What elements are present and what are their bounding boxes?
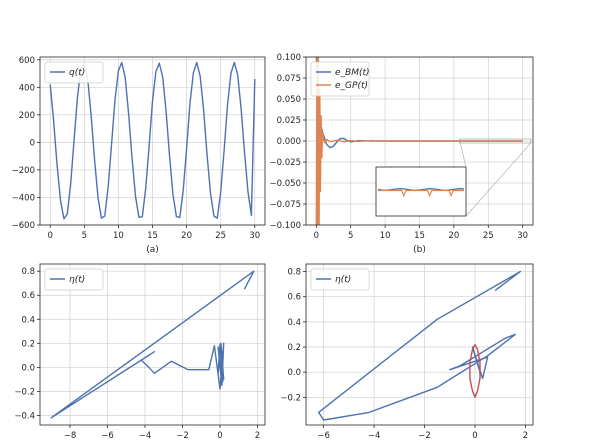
x-tick-label: 0 xyxy=(217,431,222,441)
y-tick-label: 0.050 xyxy=(277,95,301,105)
x-tick-label: 5 xyxy=(348,231,353,241)
x-tick-label: 5 xyxy=(82,231,87,241)
zoom-connector xyxy=(459,138,467,168)
y-tick-label: 400 xyxy=(19,83,35,93)
x-tick-label: −6 xyxy=(317,431,330,441)
x-tick-label: 30 xyxy=(249,231,260,241)
x-tick-label: 30 xyxy=(517,231,528,241)
plot-a: 0 5 10 15 20 25 30 600 400 200 0 −200 −400 −600 q(t) (a… xyxy=(12,56,266,255)
y-tick-label: −200 xyxy=(12,166,35,176)
legend-label: η(t) xyxy=(69,275,85,285)
x-tick-label: 20 xyxy=(448,231,459,241)
x-tick-label: 25 xyxy=(483,231,494,241)
inset-series-line-1 xyxy=(378,189,464,198)
legend-label: q(t) xyxy=(69,68,85,78)
x-tick-label: −2 xyxy=(418,431,431,441)
legend-box xyxy=(44,268,104,291)
y-tick-label: −0.2 xyxy=(14,387,35,397)
x-tick-label: −4 xyxy=(139,431,152,441)
x-tick-label: 2 xyxy=(255,431,260,441)
y-tick-label: 0.0 xyxy=(21,363,35,373)
legend-label: e_GP(t) xyxy=(335,81,368,91)
y-tick-label: −0.025 xyxy=(270,158,301,168)
zoom-region xyxy=(459,138,532,144)
y-tick-label: −600 xyxy=(12,221,35,231)
y-tick-label: 0.8 xyxy=(21,267,35,277)
y-tick-label: 0.025 xyxy=(277,116,301,126)
plot-b: 0 5 10 15 20 25 30 0.100 0.075 0.050 0.025 0.000 −0.… xyxy=(270,53,534,255)
x-tick-label: 10 xyxy=(380,231,391,241)
plot-d: −6 −4 −2 0 2 0.8 0.6 0.4 0.2 0.0 −0.2 η(t) xyxy=(280,263,534,441)
inset-series-line-0 xyxy=(377,188,465,191)
series-line-1 xyxy=(315,57,523,225)
zoom-connector xyxy=(465,142,532,217)
y-tick-label: 0.0 xyxy=(287,368,301,378)
x-tick-label: 0 xyxy=(48,231,53,241)
y-tick-label: 0.2 xyxy=(21,339,35,349)
subplot-caption: (a) xyxy=(146,245,159,255)
x-tick-label: 0 xyxy=(472,431,477,441)
x-tick-label: −4 xyxy=(368,431,381,441)
y-tick-label: 0.4 xyxy=(21,315,35,325)
legend-label: η(t) xyxy=(335,275,351,285)
x-tick-label: 10 xyxy=(113,231,124,241)
axes-frame xyxy=(305,56,534,226)
legend-box xyxy=(310,61,370,97)
y-tick-label: −400 xyxy=(12,193,35,203)
axes-frame xyxy=(39,263,266,426)
y-tick-label: 0.100 xyxy=(277,53,301,63)
x-tick-label: −8 xyxy=(64,431,77,441)
legend-box xyxy=(310,268,370,291)
y-tick-label: −0.4 xyxy=(14,411,35,421)
legend-label: e_BM(t) xyxy=(335,68,370,78)
y-tick-label: 0 xyxy=(30,138,35,148)
series-line-1 xyxy=(469,344,481,398)
x-tick-label: 2 xyxy=(523,431,528,441)
x-tick-label: 15 xyxy=(414,231,425,241)
x-tick-label: 0 xyxy=(314,231,319,241)
y-tick-label: 0.6 xyxy=(287,293,301,303)
y-tick-label: 0.2 xyxy=(287,343,301,353)
legend-box xyxy=(44,61,104,84)
series-line-0 xyxy=(50,270,255,419)
x-tick-label: 15 xyxy=(147,231,158,241)
y-tick-label: 0.000 xyxy=(277,137,301,147)
y-tick-label: 200 xyxy=(19,111,35,121)
axes-frame xyxy=(305,263,534,426)
y-tick-label: −0.2 xyxy=(280,393,301,403)
y-tick-label: 0.8 xyxy=(287,268,301,278)
x-tick-label: −6 xyxy=(101,431,114,441)
series-line-0 xyxy=(317,270,522,421)
x-tick-label: −2 xyxy=(176,431,189,441)
y-tick-label: 0.075 xyxy=(277,74,301,84)
x-tick-label: 25 xyxy=(215,231,226,241)
plot-c: −8 −6 −4 −2 0 2 0.8 0.6 0.4 0.2 0.0 −0.2 −0.4 η(t) xyxy=(14,263,266,441)
axes-frame xyxy=(39,56,266,226)
y-tick-label: 600 xyxy=(19,56,35,66)
y-tick-label: 0.6 xyxy=(21,291,35,301)
y-tick-label: −0.075 xyxy=(270,200,301,210)
inset-frame xyxy=(375,166,467,217)
subplot-caption: (b) xyxy=(413,245,426,255)
x-tick-label: 20 xyxy=(181,231,192,241)
y-tick-label: −0.050 xyxy=(270,179,301,189)
y-tick-label: −0.100 xyxy=(270,221,301,231)
y-tick-label: 0.4 xyxy=(287,318,301,328)
